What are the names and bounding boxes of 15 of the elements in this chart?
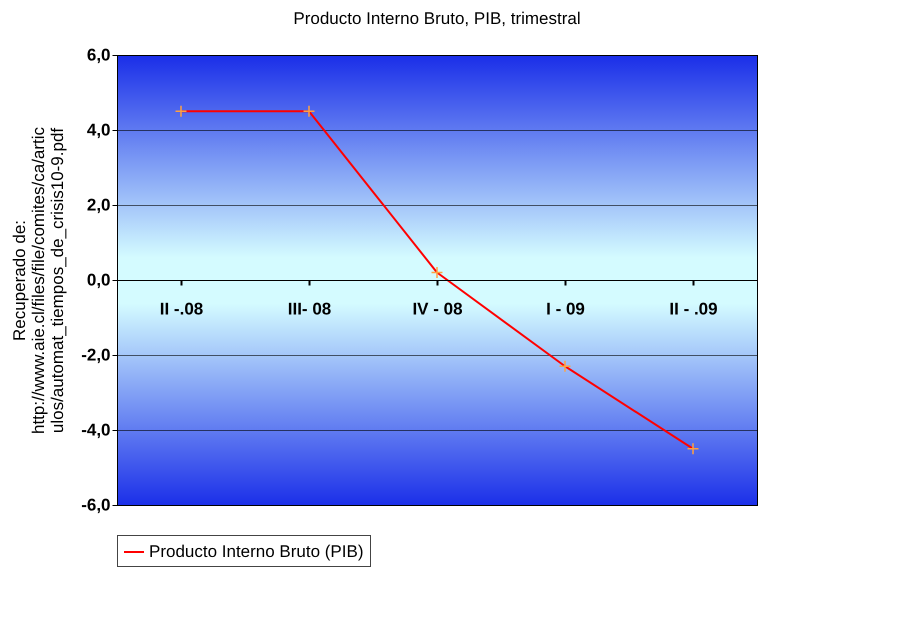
chart-title: Producto Interno Bruto, PIB, trimestral (293, 9, 581, 28)
x-tick-label: II -.08 (160, 300, 204, 318)
x-tick-label: II - .09 (669, 300, 718, 318)
y-tick-label: -2,0 (81, 346, 110, 364)
y-tick-label: 6,0 (86, 46, 110, 64)
y-tick-label: -6,0 (81, 496, 110, 514)
y-tick-label: -4,0 (81, 420, 110, 440)
x-tick-label: III- 08 (288, 300, 332, 318)
y-tick-label: 4,0 (86, 120, 110, 140)
x-tick-label: I - 09 (546, 300, 585, 318)
legend-label: Producto Interno Bruto (PIB) (149, 542, 364, 561)
y-axis-title: Recuperado de: http://www.aie.cl/files/file/comites/ca/artic ulos/automat_tiempos_de_crisis10-9.pdf (10, 126, 68, 434)
x-tick-label: IV - 08 (412, 300, 463, 318)
y-tick-label: 2,0 (86, 196, 110, 214)
y-tick-label: 0,0 (86, 270, 110, 290)
